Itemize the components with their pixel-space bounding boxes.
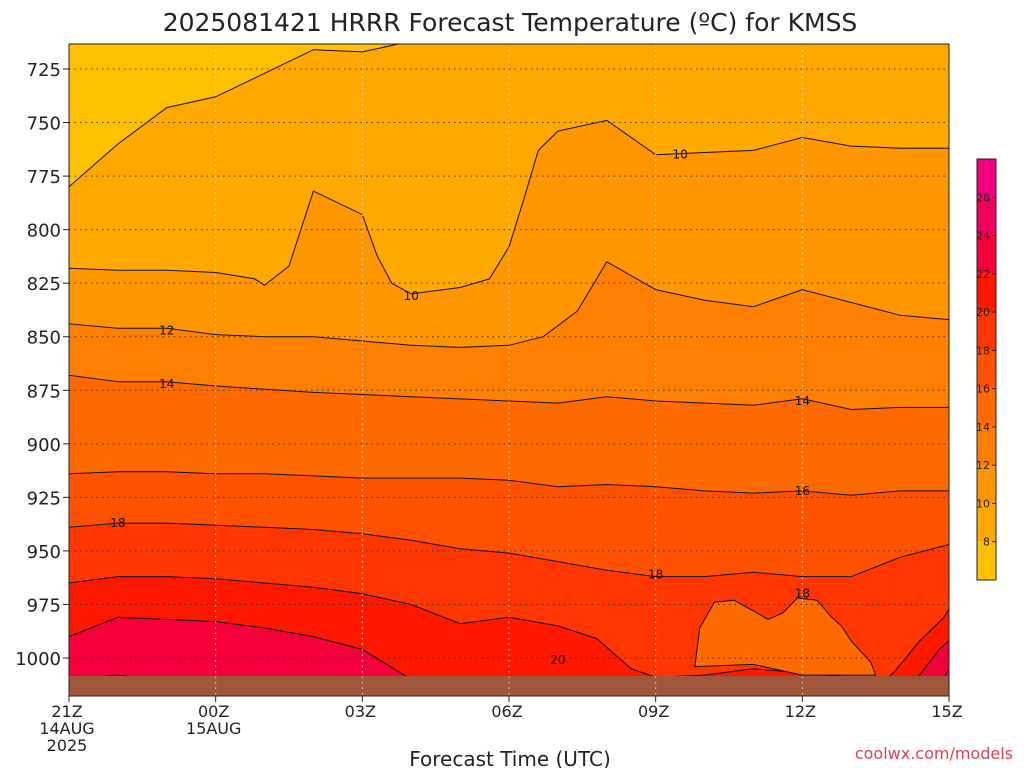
x-tick-label: 09Z xyxy=(638,702,669,721)
y-tick-label: 800 xyxy=(27,221,61,242)
x-tick-label: 14AUG xyxy=(39,719,94,738)
y-axis: 725 750 775 800 825 850 875 900 925 950 975 1000 xyxy=(15,60,69,670)
x-tick-label: 15Z xyxy=(931,702,962,721)
colorbar-segment xyxy=(977,197,996,236)
ground-surface xyxy=(69,676,949,696)
contour-line-10 xyxy=(69,119,949,295)
colorbar-tick-label: 22 xyxy=(976,268,990,281)
temperature-bands xyxy=(69,44,949,695)
contour-line-8 xyxy=(69,44,401,188)
y-tick-label: 900 xyxy=(27,435,61,456)
warm-pocket xyxy=(694,597,877,676)
credit-text: coolwx.com/models xyxy=(855,744,1013,763)
colorbar-segment xyxy=(977,388,996,427)
contour-label: 18 xyxy=(648,567,663,581)
colorbar-segment xyxy=(977,159,996,198)
colorbar-frame xyxy=(976,158,997,581)
x-axis-label: Forecast Time (UTC) xyxy=(409,747,611,768)
colorbar-tick-label: 12 xyxy=(976,459,990,472)
y-tick-label: 725 xyxy=(27,60,61,81)
contour-line-12 xyxy=(69,261,949,348)
y-tick-label: 875 xyxy=(27,381,61,402)
y-tick-label: 975 xyxy=(27,595,61,616)
colorbar-segment xyxy=(977,273,996,313)
colorbar-tick-label: 20 xyxy=(976,306,990,319)
colorbar-segment xyxy=(977,541,996,580)
grid-lines xyxy=(69,44,949,696)
contour-line-14 xyxy=(69,374,949,411)
colorbar-segment xyxy=(977,312,996,351)
y-tick-label: 825 xyxy=(27,274,61,295)
contour-label: 14 xyxy=(795,394,810,408)
y-tick-label: 850 xyxy=(27,328,61,349)
colorbar-tick-label: 18 xyxy=(976,344,990,357)
y-tick-label: 925 xyxy=(27,488,61,509)
contour-label: 16 xyxy=(795,484,810,498)
contour-label: 12 xyxy=(159,323,174,337)
colorbar-segment xyxy=(977,235,996,274)
contour-label: 14 xyxy=(159,377,174,391)
y-tick-label: 775 xyxy=(27,167,61,188)
contour-labels: 10 10 12 14 14 16 18 18 18 20 xyxy=(110,148,810,667)
colorbar-tick-label: 14 xyxy=(976,421,990,434)
x-tick-label: 15AUG xyxy=(186,719,241,738)
x-tick-label: 12Z xyxy=(785,702,816,721)
x-tick-label: 03Z xyxy=(345,702,376,721)
chart-title: 2025081421 HRRR Forecast Temperature (ºC… xyxy=(163,8,858,37)
y-tick-label: 750 xyxy=(27,114,61,135)
colorbar-tick-label: 8 xyxy=(983,536,990,549)
x-tick-label: 2025 xyxy=(47,736,88,755)
colorbar: 8 10 12 14 16 18 20 22 24 26 xyxy=(976,158,997,581)
colorbar-segment xyxy=(977,350,996,389)
contour-label: 20 xyxy=(550,653,565,667)
x-tick-label: 21Z xyxy=(51,702,82,721)
contour-label: 18 xyxy=(110,516,125,530)
contour-label: 10 xyxy=(672,148,687,162)
colorbar-tick-label: 10 xyxy=(976,497,990,510)
x-tick-label: 00Z xyxy=(198,702,229,721)
colorbar-segment xyxy=(977,503,996,542)
colorbar-segment xyxy=(977,426,996,466)
colorbar-tick-label: 26 xyxy=(976,191,990,204)
x-tick-label: 06Z xyxy=(491,702,522,721)
colorbar-tick-label: 24 xyxy=(976,230,990,243)
contour-line-18 xyxy=(69,522,949,578)
plot-area: 10 10 12 14 14 16 18 18 18 20 xyxy=(69,44,949,696)
colorbar-tick-label: 16 xyxy=(976,383,990,396)
colorbar-segment xyxy=(977,465,996,504)
y-tick-label: 1000 xyxy=(15,649,61,670)
y-tick-label: 950 xyxy=(27,542,61,563)
contour-label: 10 xyxy=(404,289,419,303)
contour-label: 18 xyxy=(795,587,810,601)
